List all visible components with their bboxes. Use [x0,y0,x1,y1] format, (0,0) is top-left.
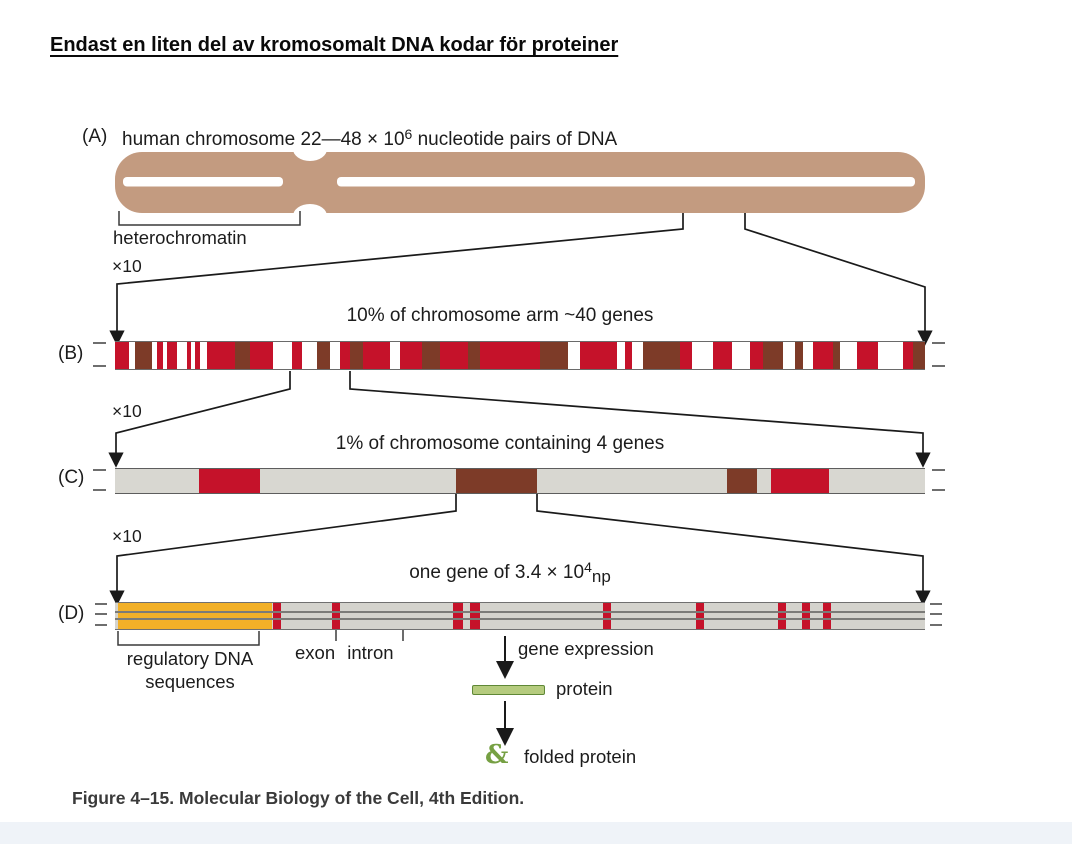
panel-c-label: (C) [58,467,85,488]
band-segment-orange [118,603,272,629]
band-segment-red [696,603,704,629]
band-segment-red [363,342,390,369]
band-segment-brown [763,342,783,369]
band-segment-brown [135,342,152,369]
panel-d-caption: one gene of 3.4 × 104np [310,559,710,587]
chromosome-segment-band [115,468,925,494]
panel-a-caption-tail: nucleotide pairs of DNA [412,129,618,150]
band-segment-brown [727,469,757,493]
band-segment-brown [422,342,440,369]
regulatory-bracket [117,631,260,646]
band-segment-red [440,342,468,369]
band-segment-red [823,603,831,629]
panel-d-label: (D) [58,603,85,624]
magnification-label-c: ×10 [112,401,142,421]
magnification-label-b: ×10 [112,256,142,276]
panel-c-caption: 1% of chromosome containing 4 genes [335,433,665,454]
heterochromatin-label: heterochromatin [113,227,247,248]
band-segment-red [771,469,829,493]
protein-label: protein [556,678,613,699]
band-segment-red [453,603,463,629]
band-segment-red [903,342,913,369]
slide-title: Endast en liten del av kromosomalt DNA k… [50,34,619,56]
panel-a-caption-exponent: 6 [404,126,413,142]
band-segment-red [625,342,632,369]
panel-d-caption-exponent: 4 [584,559,592,575]
band-segment-red [195,342,200,369]
panel-a-label: (A) [82,126,108,147]
band-segment-brown [350,342,363,369]
band-segment-red [167,342,177,369]
band-segment-brown [468,342,480,369]
panel-d-caption-main: one gene of 3.4 × 10 [409,562,585,583]
band-segment-red [332,603,340,629]
chromosome-arm-band [115,341,925,370]
gene-expression-label: gene expression [518,638,654,659]
band-segment-red [115,342,129,369]
figure-caption: Figure 4–15. Molecular Biology of the Ce… [72,788,525,808]
band-segment-red [292,342,302,369]
band-segment-red [580,342,617,369]
band-segment-red [680,342,692,369]
band-segment-brown [643,342,680,369]
band-segment-red [470,603,480,629]
band-segment-brown [913,342,925,369]
band-segment-red [603,603,611,629]
exon-intron-label: exon intron [295,642,394,663]
panel-d-caption-np: np [591,567,611,586]
panel-b-caption: 10% of chromosome arm ~40 genes [346,305,654,326]
band-segment-red [400,342,422,369]
band-segment-red [713,342,732,369]
band-segment-brown [795,342,803,369]
band-segment-brown [540,342,568,369]
bottom-strip [0,822,1072,844]
band-segment-brown [235,342,250,369]
gene-band-rail [115,618,925,620]
regulatory-dna-line1: regulatory DNA [126,648,254,669]
folded-protein-icon: & [485,740,509,770]
band-segment-brown [833,342,840,369]
regulatory-dna-line2: sequences [145,671,235,693]
band-segment-red [802,603,810,629]
folded-protein-label: folded protein [524,746,637,767]
band-segment-red [207,342,235,369]
band-segment-red [813,342,833,369]
band-segment-red [857,342,878,369]
band-segment-red [187,342,191,369]
gene-band-rail [115,611,925,613]
band-segment-brown [456,469,537,493]
panel-a-caption: human chromosome 22—48 × 106 nucleotide … [122,126,617,151]
gene-band [115,602,925,630]
band-segment-red [199,469,260,493]
band-segment-red [273,603,281,629]
band-segment-red [157,342,163,369]
band-segment-brown [317,342,330,369]
protein-bar-icon [472,685,545,695]
band-segment-red [340,342,350,369]
band-segment-red [480,342,540,369]
magnification-label-d: ×10 [112,526,142,546]
heterochromatin-bracket [118,211,301,226]
regulatory-dna-label: regulatory DNA sequences [100,647,280,693]
band-segment-red [750,342,763,369]
panel-b-label: (B) [58,343,84,364]
exon-intron-ticks [335,629,404,641]
band-segment-red [250,342,273,369]
panel-a-caption-main: human chromosome 22—48 × 10 [122,129,405,150]
band-segment-red [778,603,786,629]
